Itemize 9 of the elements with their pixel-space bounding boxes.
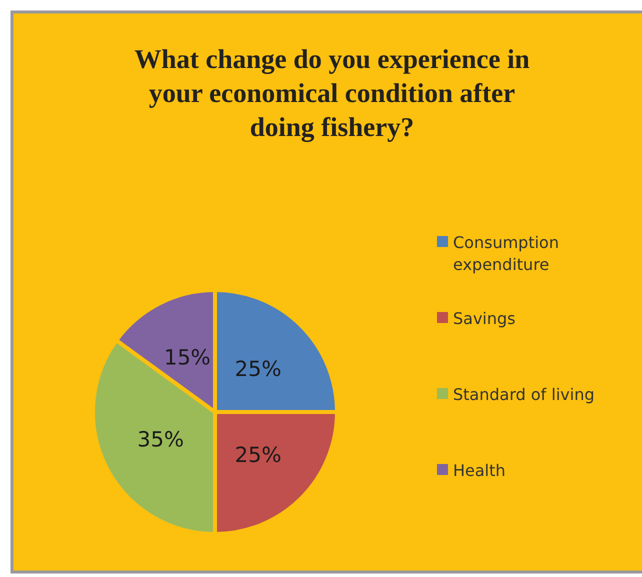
data-label: 25% — [234, 443, 282, 468]
legend-label: Health — [453, 460, 506, 480]
legend-label: Savings — [453, 308, 516, 328]
chart-title: What change do you experience in your economical condition after doing fishery? — [134, 44, 530, 142]
legend-label: Consumption expenditure — [453, 232, 559, 274]
data-label: 35% — [137, 428, 184, 452]
legend-label: Standard of living — [453, 384, 594, 404]
data-label: 25% — [234, 356, 282, 381]
data-label: 15% — [164, 346, 211, 370]
